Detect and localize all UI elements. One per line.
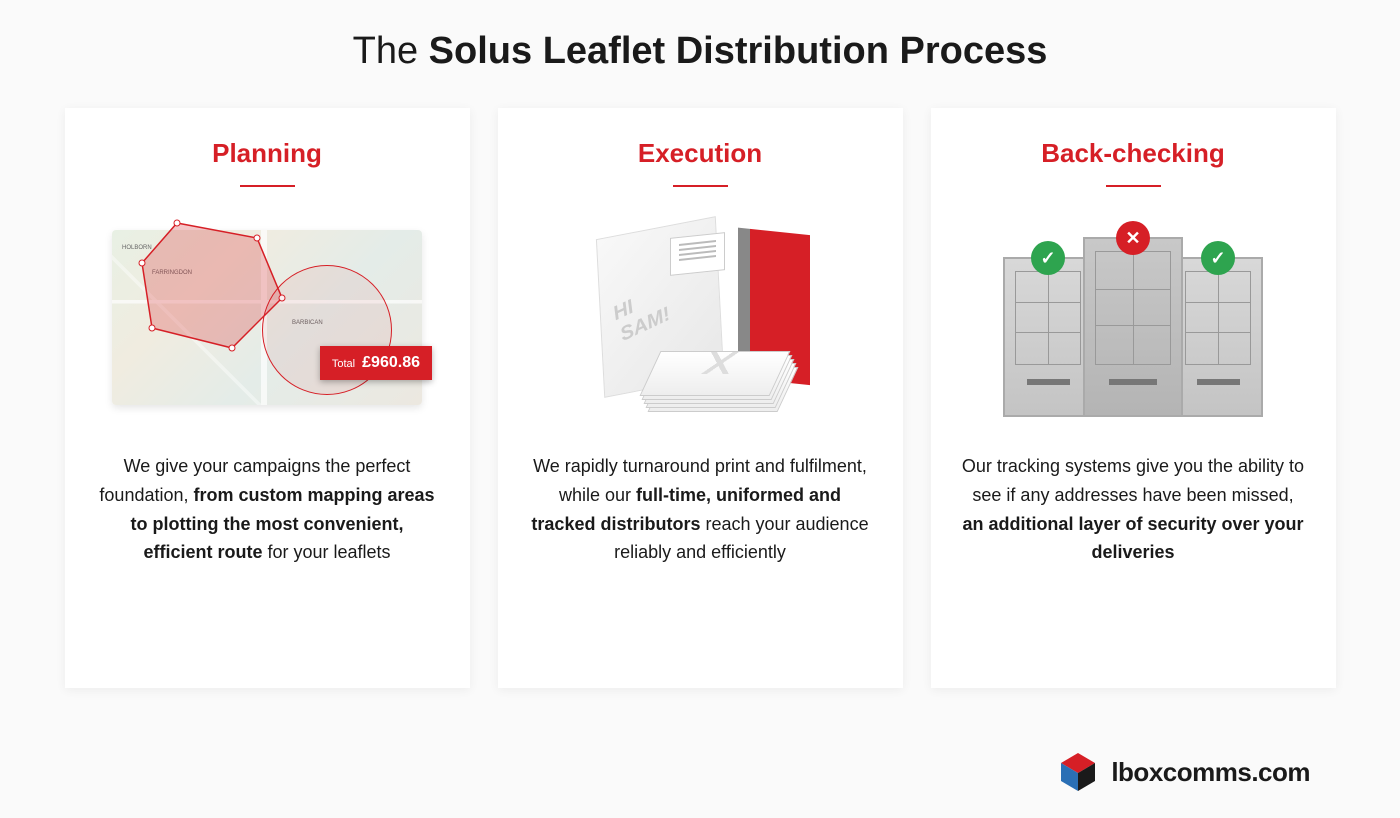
title-prefix: The	[353, 30, 429, 72]
price-label: Total	[332, 358, 355, 370]
desc-part: for your leaflets	[262, 542, 390, 562]
card-planning-title: Planning	[212, 138, 322, 169]
underline	[240, 185, 295, 187]
price-amount: £960.86	[362, 354, 420, 371]
map-icon: FARRINGDON BARBICAN HOLBORN Total £960.8…	[112, 230, 422, 405]
card-execution-title: Execution	[638, 138, 762, 169]
desc-part: Our tracking systems give you the abilit…	[962, 456, 1304, 505]
execution-illustration	[523, 207, 878, 427]
execution-description: We rapidly turnaround print and fulfilme…	[523, 452, 878, 567]
underline	[1106, 185, 1161, 187]
cube-logo-icon	[1057, 751, 1099, 793]
cards-row: Planning FARRINGDON BARBICAN HOLBORN	[50, 108, 1350, 688]
card-planning: Planning FARRINGDON BARBICAN HOLBORN	[65, 108, 470, 688]
check-badge-icon: ✓	[1201, 241, 1235, 275]
title-bold: Solus Leaflet Distribution Process	[429, 30, 1048, 72]
planning-description: We give your campaigns the perfect found…	[90, 452, 445, 567]
backchecking-description: Our tracking systems give you the abilit…	[956, 452, 1311, 567]
door-left-icon: ✓	[1003, 257, 1093, 417]
card-backchecking-title: Back-checking	[1041, 138, 1225, 169]
cross-badge-icon: ✕	[1116, 221, 1150, 255]
address-window-icon	[670, 232, 725, 276]
door-right-icon: ✓	[1173, 257, 1263, 417]
door-center-icon: ✕	[1083, 237, 1183, 417]
envelope-stack-icon	[650, 357, 790, 412]
page-title: The Solus Leaflet Distribution Process	[50, 30, 1350, 73]
footer-url: lboxcomms.com	[1111, 757, 1310, 788]
card-execution: Execution We rapidly turnaround print an…	[498, 108, 903, 688]
price-badge: Total £960.86	[320, 346, 432, 380]
check-badge-icon: ✓	[1031, 241, 1065, 275]
card-backchecking: Back-checking ✓ ✕ ✓ Our tracking systems…	[931, 108, 1336, 688]
underline	[673, 185, 728, 187]
desc-bold: an additional layer of security over you…	[962, 514, 1303, 563]
backchecking-illustration: ✓ ✕ ✓	[956, 207, 1311, 427]
footer-brand: lboxcomms.com	[1057, 751, 1310, 793]
planning-illustration: FARRINGDON BARBICAN HOLBORN Total £960.8…	[90, 207, 445, 427]
